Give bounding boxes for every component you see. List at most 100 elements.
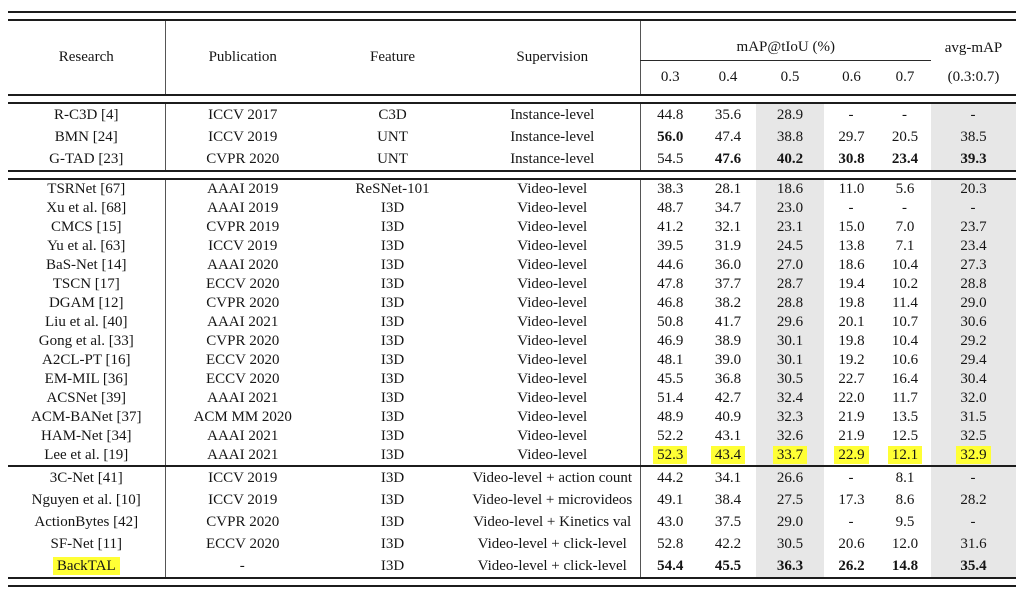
col-header-tiou-07: 0.7 [895, 69, 915, 85]
cell-map-05: 27.5 [756, 489, 824, 511]
cell-map-04: 39.0 [714, 352, 742, 368]
cell-map-07: 23.4 [891, 150, 919, 167]
cell-map-07: 10.2 [891, 276, 919, 292]
cell-supervision: Video-level + microvideos [472, 491, 633, 508]
table-row: Liu et al. [40] AAAI 2021 I3D Video-level 50… [8, 313, 1016, 332]
cell-map-04: 38.2 [714, 295, 742, 311]
cell-map-04: 35.6 [714, 106, 742, 123]
cell-avg-map: 38.5 [931, 126, 1016, 148]
results-table: Research Publication Feature Supervision… [8, 11, 1016, 587]
table-row: ACM-BANet [37] ACM MM 2020 I3D Video-level 4… [8, 408, 1016, 427]
cell-feature: ReSNet-101 [355, 181, 430, 197]
cell-avg-map: 39.3 [931, 148, 1016, 170]
cell-publication: ECCV 2020 [164, 370, 320, 389]
cell-supervision: Video-level [517, 295, 588, 311]
double-rule [8, 170, 1016, 180]
cell-map-06: 19.8 [838, 333, 865, 349]
cell-map-05: 32.6 [756, 427, 824, 446]
cell-map-04: 38.9 [714, 333, 742, 349]
cell-map-05: 26.6 [756, 467, 824, 489]
cell-map-06: 22.7 [838, 371, 865, 387]
cell-publication: CVPR 2020 [164, 332, 320, 351]
cell-map-04: 34.1 [714, 469, 742, 486]
cell-publication: AAAI 2021 [164, 446, 320, 465]
cell-map-05: 33.7 [756, 446, 824, 465]
cell-map-06: 22.9 [824, 446, 879, 465]
cell-avg-map: 32.9 [931, 446, 1016, 465]
cell-research: G-TAD [23] [49, 150, 124, 167]
cell-map-06: 19.2 [838, 352, 865, 368]
cell-publication: AAAI 2021 [164, 389, 320, 408]
cell-supervision: Instance-level [510, 150, 595, 167]
cell-map-05: 18.6 [756, 180, 824, 199]
cell-feature: I3D [380, 535, 405, 552]
col-header-avg-range: (0.3:0.7) [947, 68, 1000, 85]
cell-publication: ECCV 2020 [164, 533, 320, 555]
table-row: 3C-Net [41] ICCV 2019 I3D Video-level + act… [8, 467, 1016, 489]
cell-map-07: 5.6 [895, 181, 915, 197]
cell-map-06: 26.2 [838, 557, 865, 574]
cell-avg-map: 29.4 [931, 351, 1016, 370]
cell-avg-map: 30.6 [931, 313, 1016, 332]
cell-map-06: - [848, 106, 855, 123]
cell-map-04: 43.4 [700, 446, 756, 465]
highlight-mark: 12.1 [887, 446, 923, 464]
cell-research: BaS-Net [14] [46, 257, 127, 273]
cell-map-05: 30.1 [756, 332, 824, 351]
cell-publication: CVPR 2020 [164, 294, 320, 313]
highlight-mark: 52.3 [653, 446, 688, 464]
cell-supervision: Video-level + Kinetics val [473, 513, 632, 530]
cell-map-07: 8.6 [895, 491, 915, 508]
table-bottom-rule [8, 577, 1016, 587]
cell-feature: C3D [378, 106, 407, 123]
cell-map-07: - [902, 200, 908, 216]
cell-research: Gong et al. [33] [38, 333, 134, 349]
cell-map-03: 48.7 [639, 199, 700, 218]
cell-map-03: 51.4 [639, 389, 700, 408]
cell-research: ACM-BANet [37] [31, 409, 142, 425]
cell-feature: I3D [380, 390, 405, 406]
cell-map-06: 20.1 [838, 314, 865, 330]
cell-avg-map: 32.0 [931, 389, 1016, 408]
cell-research: Liu et al. [40] [45, 314, 128, 330]
cell-avg-map: 31.5 [931, 408, 1016, 427]
cell-map-03: 52.2 [639, 427, 700, 446]
cell-feature: I3D [380, 409, 405, 425]
cell-map-03: 46.8 [639, 294, 700, 313]
cell-supervision: Video-level [517, 428, 588, 444]
cell-avg-map: 28.8 [931, 275, 1016, 294]
cell-map-06: 19.8 [838, 295, 865, 311]
cell-map-06: 17.3 [838, 491, 865, 508]
cell-avg-map: 23.7 [931, 218, 1016, 237]
cell-feature: I3D [380, 447, 405, 463]
cell-avg-map: 20.3 [931, 180, 1016, 199]
cell-supervision: Video-level [517, 219, 588, 235]
cell-map-03: 54.4 [639, 555, 700, 577]
cell-feature: I3D [380, 238, 405, 254]
cell-map-07: 10.4 [891, 257, 919, 273]
table-row: Xu et al. [68] AAAI 2019 I3D Video-level 48.… [8, 199, 1016, 218]
cell-map-03: 47.8 [639, 275, 700, 294]
table-row: SF-Net [11] ECCV 2020 I3D Video-level + cli… [8, 533, 1016, 555]
cell-research: Nguyen et al. [10] [31, 491, 141, 508]
table-row: ActionBytes [42] CVPR 2020 I3D Video-level … [8, 511, 1016, 533]
cell-map-07: 7.0 [895, 219, 915, 235]
cell-publication: ICCV 2017 [164, 104, 320, 126]
cell-map-03: 38.3 [639, 180, 700, 199]
cell-map-03: 52.8 [639, 533, 700, 555]
cell-map-07: 12.5 [891, 428, 919, 444]
cell-map-06: 21.9 [838, 428, 865, 444]
cell-research: CMCS [15] [51, 219, 122, 235]
cell-research: BackTAL [8, 555, 165, 577]
cell-map-03: 48.1 [639, 351, 700, 370]
cell-map-05: 32.4 [756, 389, 824, 408]
cell-publication: ICCV 2019 [164, 467, 320, 489]
cell-publication: ACM MM 2020 [164, 408, 320, 427]
cell-avg-map: 29.2 [931, 332, 1016, 351]
cell-map-03: 39.5 [639, 237, 700, 256]
cell-map-05: 36.3 [756, 555, 824, 577]
cell-map-07: 13.5 [891, 409, 919, 425]
cell-map-05: 30.1 [756, 351, 824, 370]
cell-research: Xu et al. [68] [46, 200, 127, 216]
cell-map-07: 8.1 [895, 469, 915, 486]
